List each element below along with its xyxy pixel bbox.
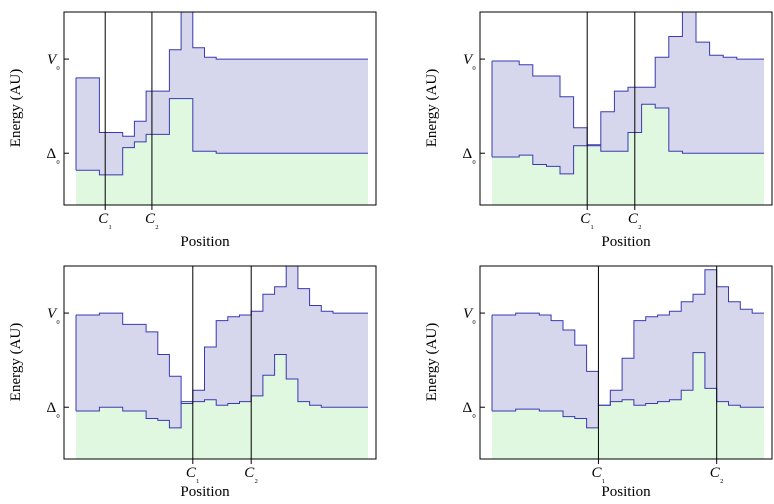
plot-frame: [479, 11, 773, 206]
x-axis-label: Position: [601, 484, 651, 500]
upper-band-area: [76, 12, 368, 175]
panel-1: V₀ Δ₀ C₁ C₂ Position Energy (AU): [8, 11, 377, 250]
plot-frame: [63, 265, 377, 460]
panel-2: V₀ Δ₀ C₁ C₂ Position Energy (AU): [424, 11, 773, 250]
xtick-label-c1: C₁: [186, 465, 200, 484]
lower-band-area: [492, 352, 764, 459]
y-axis-label: Energy (AU): [424, 323, 440, 401]
panel-3: V₀ Δ₀ C₁ C₂ Position Energy (AU): [8, 265, 377, 500]
plot-area-4: [491, 266, 764, 459]
ytick-label-delta0: Δ₀: [463, 400, 477, 419]
upper-band-area: [492, 12, 764, 174]
ytick-label-v0: V₀: [47, 306, 60, 325]
xtick-label-c1: C₁: [98, 211, 112, 230]
lower-band-area: [76, 98, 368, 205]
x-axis-label: Position: [180, 484, 230, 500]
xtick-label-c1: C₁: [580, 211, 594, 230]
upper-band-area: [492, 269, 764, 428]
plot-frame: [63, 11, 377, 206]
upper-step-line: [491, 12, 764, 157]
xtick-label-c2: C₂: [710, 465, 724, 484]
xtick-label-c1: C₁: [592, 465, 606, 484]
lower-band-area: [492, 104, 764, 205]
x-axis-label: Position: [601, 234, 651, 250]
xtick-label-c2: C₂: [244, 465, 258, 484]
plot-area-2: [491, 12, 764, 205]
plot-area-3: [75, 266, 368, 459]
lower-step-line: [76, 98, 368, 176]
y-axis-label: Energy (AU): [424, 69, 440, 147]
y-axis-label: Energy (AU): [8, 69, 24, 147]
ytick-label-v0: V₀: [463, 306, 476, 325]
ytick-label-v0: V₀: [463, 52, 476, 71]
panel-4: V₀ Δ₀ C₁ C₂ Position Energy (AU): [424, 265, 773, 500]
lower-band-area: [76, 354, 368, 459]
xtick-label-c2: C₂: [628, 211, 642, 230]
y-axis-label: Energy (AU): [8, 323, 24, 401]
lower-step-line: [492, 103, 764, 175]
ytick-label-delta0: Δ₀: [47, 146, 61, 165]
upper-step-line: [75, 12, 368, 171]
ytick-label-delta0: Δ₀: [463, 146, 477, 165]
ytick-label-delta0: Δ₀: [47, 400, 61, 419]
ytick-label-v0: V₀: [47, 52, 60, 71]
xtick-label-c2: C₂: [145, 211, 159, 230]
upper-band-area: [76, 266, 368, 428]
plot-area-1: [75, 12, 368, 205]
x-axis-label: Position: [180, 234, 230, 250]
plot-frame: [479, 265, 773, 460]
lower-step-line: [76, 354, 368, 429]
upper-step-line: [75, 266, 368, 411]
